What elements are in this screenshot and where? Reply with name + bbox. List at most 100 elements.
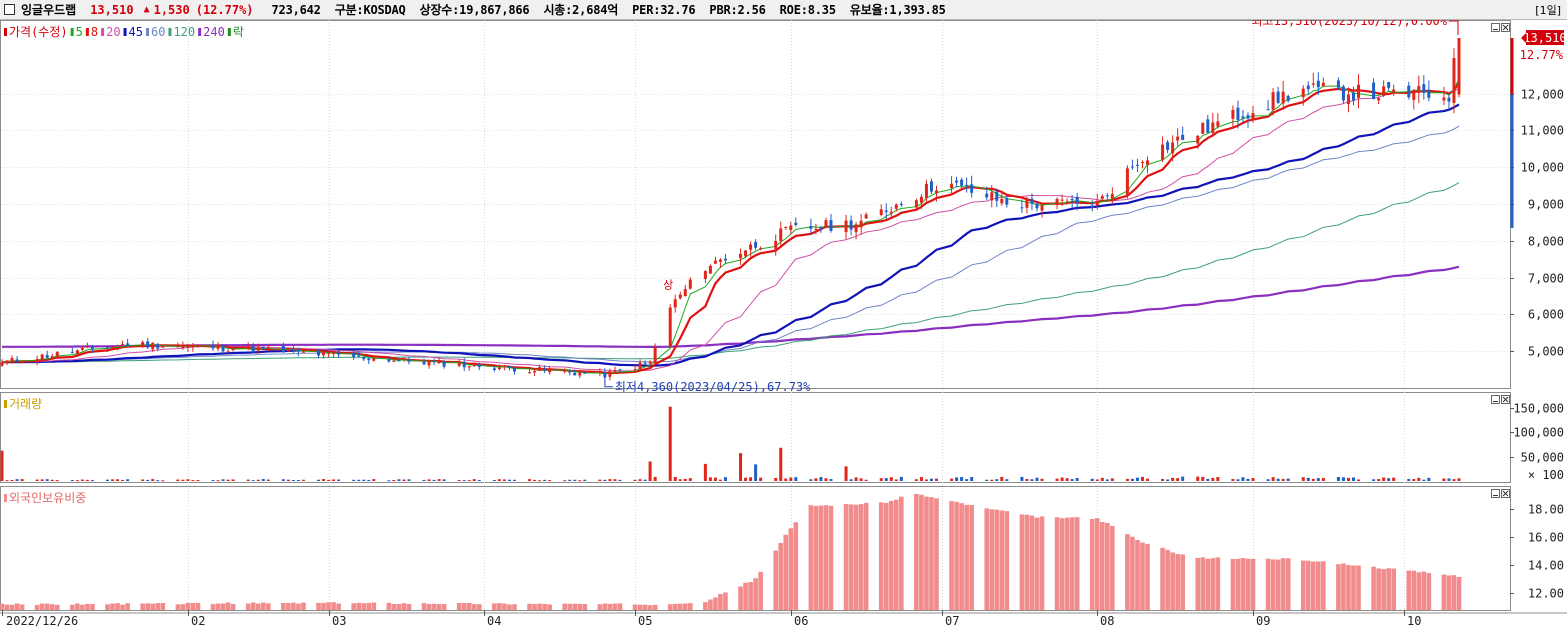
foreign-ratio-bar (537, 603, 542, 610)
foreign-ratio-bar (1039, 516, 1045, 610)
candle-body (322, 351, 326, 356)
x-tick-label: 06 (794, 614, 808, 628)
foreign-ratio-bar (1356, 565, 1361, 610)
candle-body (608, 371, 612, 377)
select-checkbox[interactable] (4, 4, 15, 15)
volume-bar (1377, 479, 1381, 481)
foreign-ratio-bar (1321, 561, 1326, 610)
candle-body (573, 372, 577, 376)
foreign-ratio-bar (1105, 522, 1110, 610)
foreign-ratio-bar (291, 602, 296, 610)
candle-body (849, 220, 853, 230)
foreign-ratio-bar (145, 603, 150, 610)
volume-bar (462, 480, 466, 482)
pane-minimize-button[interactable] (1491, 395, 1500, 404)
foreign-ratio-bar (391, 603, 397, 610)
candle-body (1055, 199, 1059, 206)
volume-bar (50, 479, 54, 481)
pane-minimize-button[interactable] (1491, 489, 1500, 498)
volume-bar (1321, 477, 1325, 481)
candle-body (809, 225, 813, 229)
candle-body (80, 347, 84, 350)
moving-average-120 (2, 182, 1460, 363)
foreign-ratio-bar (1371, 566, 1376, 610)
foreign-ratio-bar (1165, 549, 1170, 610)
volume-bar (985, 479, 989, 481)
volume-bar (55, 480, 59, 482)
foreign-ratio-bar (999, 510, 1005, 610)
volume-bar (749, 477, 753, 481)
foreign-ratio-bar (85, 603, 90, 610)
foreign-ratio-bar (105, 604, 110, 610)
price-tick-label: 6,000 (1528, 308, 1564, 322)
legend-item-5: 5 (76, 25, 83, 39)
candle-body (216, 345, 220, 349)
up-arrow-icon: ▲ (143, 4, 150, 15)
period-selector[interactable]: [1일] (1535, 4, 1561, 17)
candle-body (176, 346, 180, 348)
volume-bar (141, 479, 145, 481)
foreign-ratio-bar (783, 534, 789, 610)
volume-bar (146, 479, 150, 481)
candle-body (1166, 142, 1170, 150)
candle-body (45, 354, 49, 358)
volume-bar (744, 477, 748, 481)
foreign-ratio-bar (471, 604, 477, 610)
candle-body (106, 347, 110, 349)
foreign-ratio-bar (672, 603, 678, 610)
candle-body (1417, 85, 1421, 93)
foreign-ratio-bar (14, 603, 20, 610)
foreign-ratio-bar (245, 603, 251, 610)
foreign-ratio-bar (567, 603, 573, 610)
foreign-ratio-bar (1110, 526, 1115, 610)
foreign-ratio-bar (753, 578, 758, 610)
pane-minimize-button[interactable] (1491, 23, 1500, 32)
volume-bar (472, 479, 476, 481)
candle-body (1171, 142, 1175, 154)
candle-body (337, 351, 341, 355)
volume-bar (427, 479, 431, 481)
volume-legend: 거래량 (9, 397, 42, 411)
volume-bar (286, 479, 290, 481)
volume-bar (829, 479, 833, 481)
volume-bar (1341, 477, 1345, 481)
candle-body (1000, 198, 1004, 204)
candle-body (889, 211, 893, 214)
volume-bar (1140, 476, 1144, 481)
candle-body (357, 355, 361, 357)
foreign-ratio-bar (853, 504, 859, 610)
candle-body (141, 342, 145, 346)
volume-bar (894, 479, 898, 481)
candle-body (1266, 109, 1270, 111)
volume-bar (653, 476, 657, 481)
foreign-ratio-bar (150, 603, 156, 610)
legend-swatch (4, 400, 7, 408)
volume-bar (507, 479, 511, 481)
candle-body (467, 366, 471, 368)
candle-body (116, 345, 120, 347)
foreign-ratio-bar (1381, 569, 1386, 610)
volume-bar (864, 479, 868, 481)
foreign-ratio-bar (813, 505, 819, 610)
foreign-ratio-bar (1210, 558, 1216, 610)
volume-bar (1447, 478, 1451, 481)
candle-body (1130, 166, 1134, 168)
candle-body (296, 350, 300, 352)
candle-body (668, 307, 672, 347)
foreign-ratio-bar (115, 603, 120, 610)
candle-body (70, 352, 74, 354)
legend-swatch (123, 28, 127, 36)
volume-bar (121, 479, 125, 481)
foreign-ratio-bar (964, 504, 969, 610)
stock-name[interactable]: 잉글우드랩 (21, 3, 77, 17)
foreign-ratio-bar (1135, 539, 1140, 610)
legend-item-240: 240 (203, 25, 225, 39)
candle-body (1452, 58, 1456, 103)
foreign-ratio-bar (1351, 565, 1356, 610)
foreign-ratio-bar (281, 603, 286, 610)
foreign-ratio-bar (1376, 568, 1381, 610)
candle-body (779, 228, 783, 242)
foreign-ratio-bar (1200, 557, 1206, 610)
volume-bar (90, 480, 94, 482)
volume-bar (794, 477, 798, 481)
